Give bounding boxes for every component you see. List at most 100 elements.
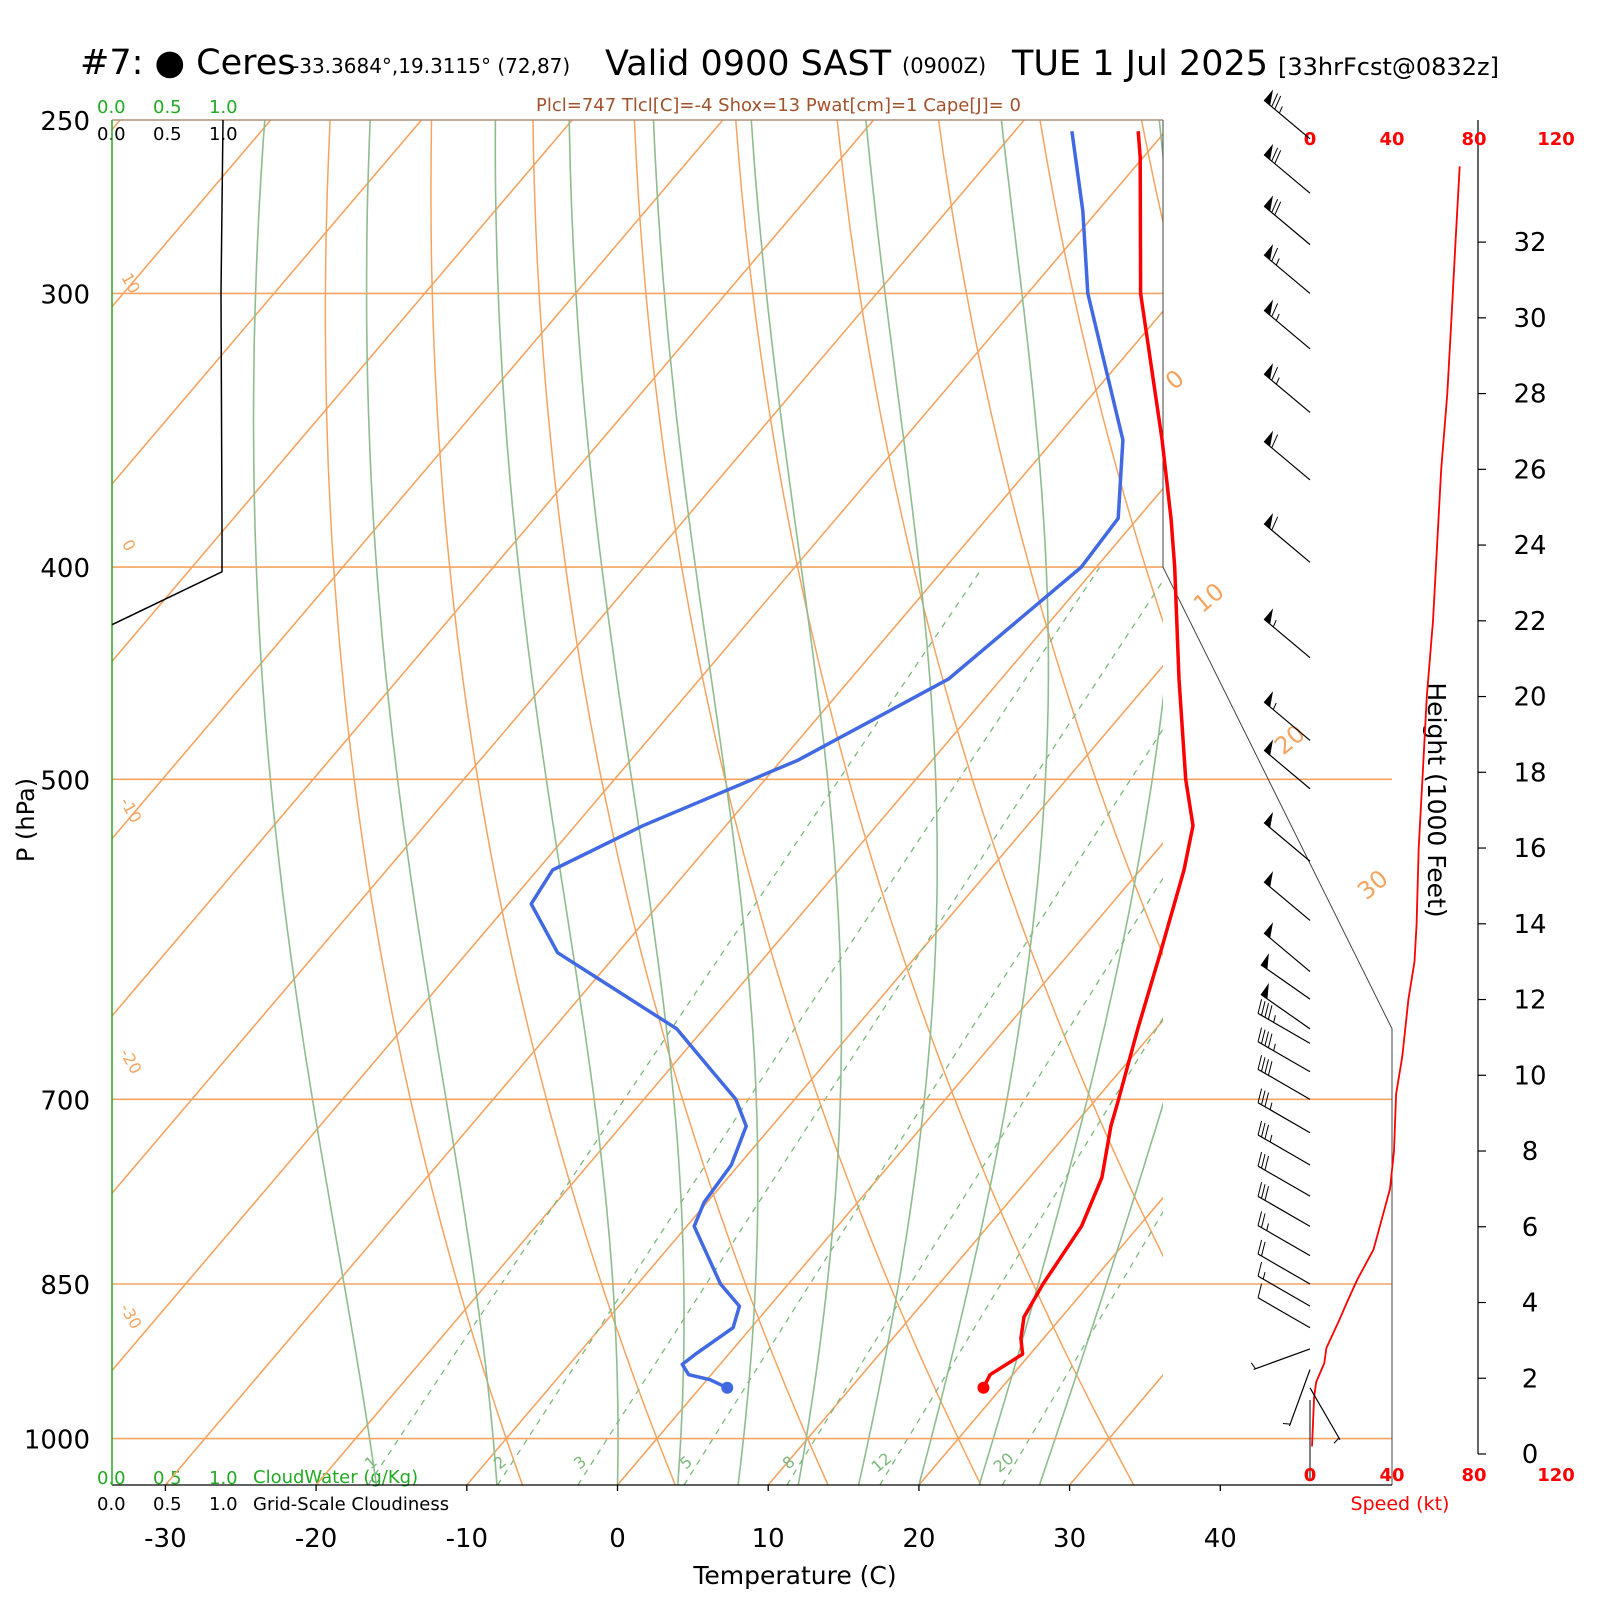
- wind-barb: [1257, 999, 1311, 1044]
- wind-barb-feather: [1261, 1153, 1266, 1169]
- height-tick-label: 20: [1513, 683, 1546, 713]
- wind-barb-feather: [1274, 201, 1282, 216]
- moist-adiabat: [978, 120, 1180, 1485]
- wind-barb-half: [1262, 1271, 1266, 1280]
- wind-barb-feather: [1271, 198, 1279, 213]
- speed-tick-bottom: 80: [1461, 1465, 1486, 1486]
- wind-barb: [1263, 89, 1311, 140]
- wind-barb: [1263, 691, 1311, 741]
- pressure-tick-label: 500: [40, 766, 90, 796]
- wind-barb-half: [1275, 313, 1280, 321]
- wind-barb-flag: [1264, 739, 1274, 756]
- parcel-parameters: Plcl=747 Tlcl[C]=-4 Shox=13 Pwat[cm]=1 C…: [536, 95, 1021, 116]
- wind-barb: [1257, 1055, 1311, 1100]
- wind-barb: [1263, 512, 1311, 563]
- wind-barb-staff: [1263, 932, 1311, 973]
- cloudwater-tick-bottom: 1.0: [209, 1468, 238, 1489]
- isotherm-label: 0: [118, 536, 140, 554]
- wind-barb: [1257, 1239, 1311, 1285]
- height-tick-label: 28: [1513, 380, 1546, 410]
- wind-barb: [1263, 811, 1311, 862]
- wind-barb-feather: [1257, 1027, 1263, 1042]
- wind-barb: [1263, 739, 1311, 790]
- wind-barb: [1282, 1369, 1311, 1427]
- wind-barb-feather: [1271, 247, 1279, 262]
- wind-barb-flag: [1264, 691, 1274, 708]
- cloudiness-tick-top: 0.5: [153, 124, 182, 145]
- plot-right-boundary: [1162, 120, 1393, 1485]
- wind-barb-feather: [1261, 1029, 1266, 1044]
- wind-barb-feather: [1257, 1055, 1263, 1070]
- wind-barb: [1250, 1348, 1311, 1370]
- dry-adiabat: [324, 120, 524, 1485]
- moist-adiabat: [918, 120, 1050, 1485]
- wind-barb: [1263, 871, 1311, 921]
- wind-barb-staff: [1257, 1134, 1311, 1166]
- height-tick-label: 14: [1513, 910, 1546, 940]
- height-tick-label: 8: [1522, 1137, 1539, 1167]
- wind-barb-half: [1278, 106, 1283, 114]
- height-axis-title: Height (1000 Feet): [1422, 682, 1451, 917]
- wind-barb-staff: [1257, 1102, 1311, 1134]
- speed-line: [1311, 166, 1461, 1447]
- mixing-ratio-label: 20: [990, 1449, 1018, 1477]
- dry-adiabat: [430, 120, 676, 1485]
- pressure-tick-label: 300: [40, 280, 90, 310]
- wind-barb-flag: [1260, 982, 1269, 1000]
- height-tick-label: 26: [1513, 455, 1546, 485]
- wind-barb-feather: [1257, 1283, 1263, 1298]
- wind-barb-flag: [1264, 195, 1274, 212]
- wind-barb-feather: [1267, 1061, 1273, 1076]
- moist-adiabat: [494, 120, 619, 1485]
- height-tick-label: 6: [1522, 1213, 1539, 1243]
- isotherm: [112, 120, 1176, 1372]
- speed-tick-bottom: 0: [1304, 1465, 1317, 1486]
- wind-barb-staff: [1260, 964, 1311, 1000]
- valid-date: TUE 1 Jul 2025: [1012, 44, 1269, 84]
- wind-barb-half: [1272, 620, 1277, 628]
- height-tick-label: 24: [1513, 531, 1546, 561]
- wind-barb-flag: [1264, 299, 1274, 316]
- cloudwater-tick-top: 1.0: [209, 97, 238, 118]
- isotherm-label: -30: [116, 1300, 146, 1332]
- wind-barb-feather: [1261, 1090, 1266, 1105]
- wind-barb: [1257, 1120, 1311, 1166]
- dry-adiabat: [735, 120, 1135, 1485]
- wind-barb-flag: [1264, 143, 1274, 160]
- wind-barb-feather: [1271, 516, 1279, 531]
- wind-barb-feather: [1271, 147, 1279, 162]
- isotherm-label: -10: [116, 794, 146, 826]
- wind-barb-feather: [1274, 95, 1282, 110]
- mixing-ratio-line: [367, 566, 984, 1485]
- valid-time: Valid 0900 SAST: [605, 44, 892, 84]
- wind-barb-staff: [1253, 1348, 1311, 1370]
- wind-barb-staff: [1257, 1165, 1311, 1197]
- wind-barb-feather: [1261, 1241, 1266, 1257]
- mixing-ratio-line: [786, 566, 1361, 1485]
- wind-barb-feather: [1271, 434, 1279, 449]
- wind-barb-flag: [1264, 922, 1274, 939]
- site-label: #7: ● Ceres: [80, 43, 296, 83]
- wind-barb-feather: [1264, 1124, 1269, 1140]
- wind-barb-feather: [1264, 1092, 1269, 1107]
- forecast-info: [33hrFcst@0832z]: [1278, 53, 1499, 81]
- x-tick-label: 40: [1204, 1524, 1237, 1554]
- wind-barb: [1257, 1283, 1311, 1329]
- wind-barb: [1257, 1027, 1311, 1073]
- wind-barb-staff: [1309, 1387, 1341, 1441]
- wind-barb-half: [1269, 1102, 1273, 1110]
- wind-barb: [1263, 430, 1311, 481]
- wind-barb-feather: [1261, 1122, 1266, 1138]
- wind-barb-half: [1272, 702, 1277, 710]
- wind-barb-flag: [1264, 363, 1274, 380]
- wind-barb-flag: [1264, 871, 1274, 888]
- pressure-tick-label: 250: [40, 107, 90, 137]
- wind-barb-feather: [1257, 1239, 1263, 1255]
- x-tick-label: 30: [1053, 1524, 1086, 1554]
- wind-barb: [1263, 363, 1311, 413]
- wind-barb-staff: [1257, 1012, 1311, 1044]
- wind-barb: [1257, 1261, 1311, 1307]
- wind-barb-half: [1266, 1223, 1269, 1231]
- mixing-ratio-line: [577, 566, 1173, 1485]
- wind-barb: [1263, 922, 1311, 973]
